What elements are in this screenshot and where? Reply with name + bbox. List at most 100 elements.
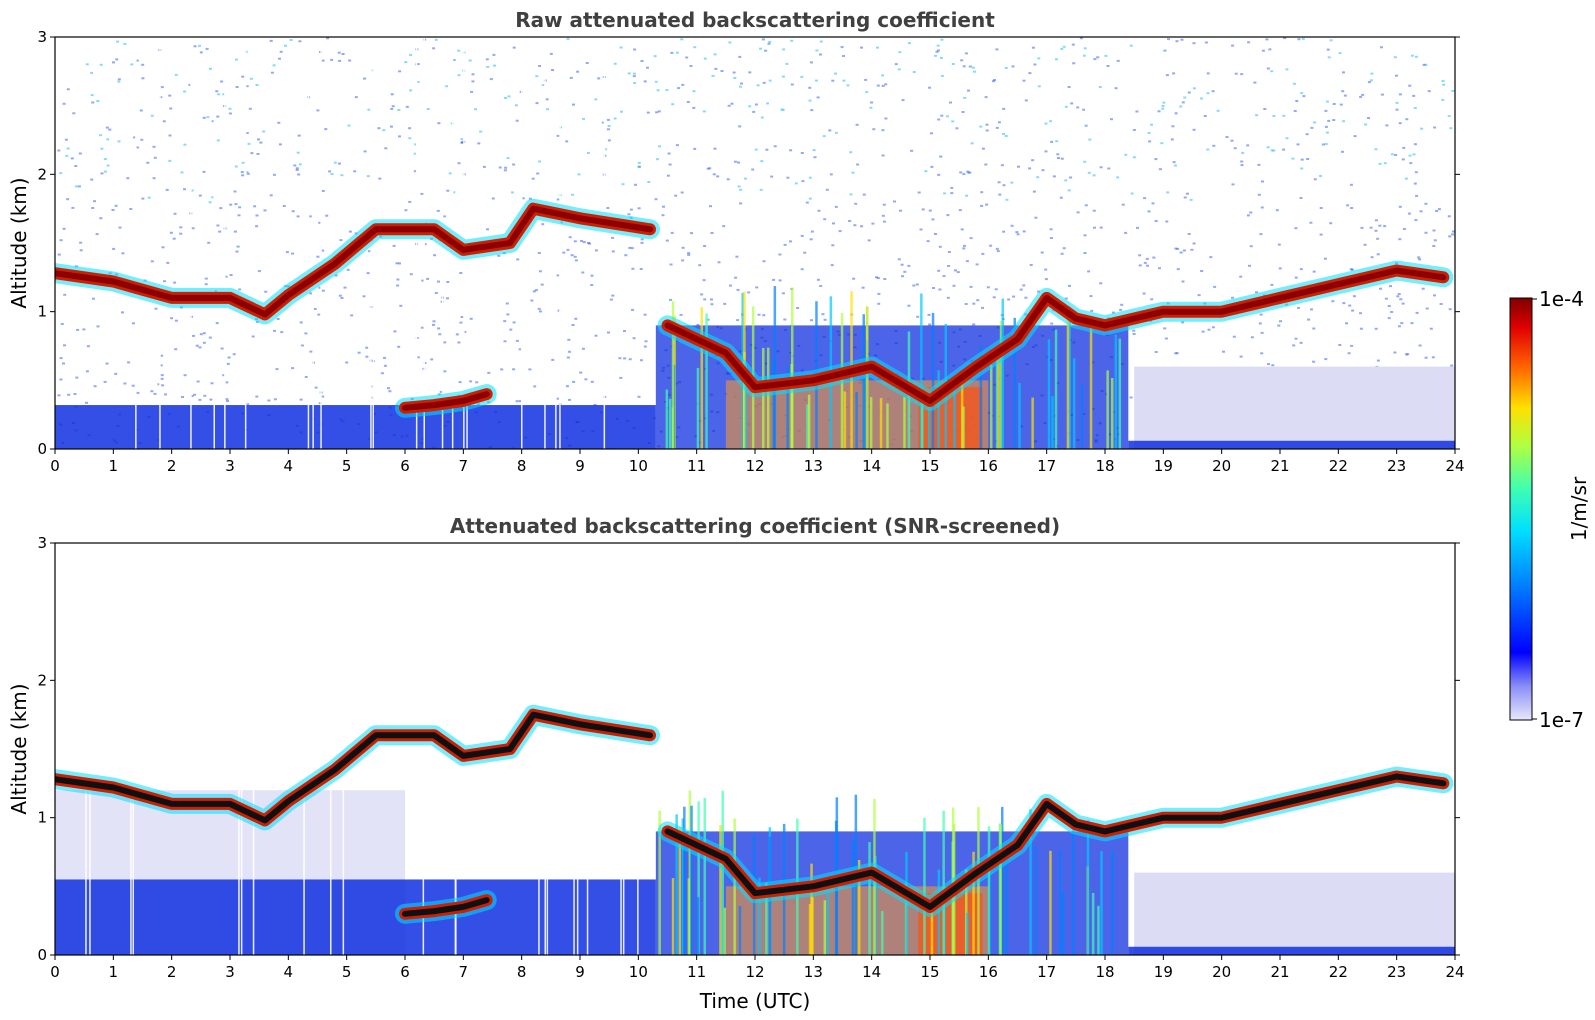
noise-speck [114,204,118,207]
noise-speck [205,47,209,50]
noise-speck [813,156,817,159]
noise-speck [882,203,886,206]
noise-speck [1002,184,1006,187]
noise-speck [607,125,611,127]
x-tick-label: 21 [1270,457,1289,475]
noise-speck [782,48,786,51]
noise-speck [800,268,804,271]
noise-speck [1174,112,1178,115]
x-tick-label: 5 [342,457,352,475]
noise-speck [1167,38,1170,41]
noise-speck [63,344,66,347]
noise-speck [979,125,983,128]
noise-speck [437,280,440,283]
noise-speck [537,307,541,310]
noise-speck [1437,208,1441,211]
noise-speck [631,267,635,270]
precip-streak [826,883,830,955]
noise-speck [1148,140,1152,143]
noise-speck [937,173,941,176]
noise-speck [382,129,386,132]
noise-speck [1305,133,1309,136]
noise-speck [737,161,740,164]
noise-speck [630,247,634,250]
noise-speck [968,171,972,174]
noise-speck [566,356,570,359]
noise-speck [654,80,658,83]
data-gap [342,543,345,955]
noise-speck [822,135,826,138]
noise-speck [907,264,911,267]
noise-speck [1067,189,1071,192]
noise-speck [399,304,403,307]
noise-speck [479,130,483,133]
noise-speck [696,324,700,326]
noise-speck [744,177,747,180]
noise-speck [1341,150,1344,153]
noise-speck [1206,148,1210,151]
noise-speck [545,98,549,101]
noise-speck [916,315,920,318]
noise-speck [1197,294,1201,297]
noise-speck [897,258,901,261]
precip-streak [721,790,724,955]
noise-speck [940,74,944,77]
noise-speck [390,93,394,96]
noise-speck [1285,68,1289,71]
noise-speck [1033,63,1037,66]
noise-speck [675,51,679,54]
noise-speck [1062,247,1066,250]
noise-speck [1296,143,1300,146]
noise-speck [1332,103,1336,105]
noise-speck [1206,72,1210,75]
data-gap [538,543,540,955]
noise-speck [1034,216,1038,219]
noise-speck [580,240,584,242]
noise-speck [681,246,685,249]
noise-speck [1092,174,1096,177]
noise-speck [607,331,610,334]
noise-speck [1143,197,1147,200]
noise-speck [458,381,462,384]
noise-speck [103,380,107,383]
noise-speck [810,109,814,112]
precip-streak [1068,306,1071,449]
noise-speck [1044,278,1048,281]
noise-speck [216,224,220,227]
noise-speck [1002,133,1006,135]
noise-speck [952,284,956,287]
data-gap [573,543,575,955]
noise-speck [1138,254,1142,257]
noise-speck [1181,101,1185,104]
precip-streak [738,905,742,955]
noise-speck [1327,56,1331,59]
noise-speck [1207,328,1211,331]
noise-speck [152,177,156,180]
noise-speck [989,244,993,247]
noise-speck [800,152,804,154]
x-tick-label: 9 [575,457,585,475]
noise-speck [1239,275,1243,278]
precip-streak [1106,370,1109,449]
noise-speck [897,68,901,71]
noise-speck [528,197,532,200]
noise-speck [877,302,881,305]
noise-speck [1079,37,1083,40]
noise-speck [1427,90,1431,93]
x-tick-label: 7 [459,457,469,475]
noise-speck [330,58,334,61]
noise-speck [935,50,939,53]
noise-speck [1359,327,1363,330]
noise-speck [921,208,925,211]
y-tick-label: 3 [37,534,47,552]
precip-streak [997,356,1000,449]
noise-speck [838,230,842,233]
noise-speck [565,385,569,388]
noise-speck [257,270,261,273]
noise-speck [247,142,251,145]
noise-speck [1110,118,1113,121]
noise-speck [1398,205,1402,208]
noise-speck [1410,54,1414,57]
noise-speck [1390,311,1394,313]
noise-speck [106,138,110,141]
